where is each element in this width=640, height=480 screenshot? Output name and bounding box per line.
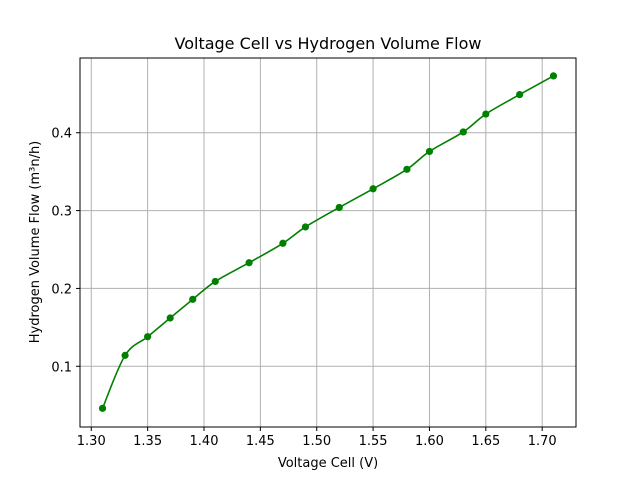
data-point xyxy=(166,314,174,322)
data-point xyxy=(369,185,377,193)
chart-title: Voltage Cell vs Hydrogen Volume Flow xyxy=(175,34,482,53)
data-point xyxy=(279,239,287,247)
data-point xyxy=(482,110,490,118)
x-tick-label: 1.60 xyxy=(415,434,444,449)
data-point xyxy=(301,223,310,231)
data-point xyxy=(516,90,524,99)
x-tick-label: 1.50 xyxy=(302,434,331,449)
x-tick-label: 1.70 xyxy=(528,434,557,449)
x-tick-label: 1.40 xyxy=(190,434,219,449)
data-point xyxy=(425,147,434,156)
data-point xyxy=(211,277,219,286)
data-point xyxy=(549,72,558,80)
x-tick-label: 1.55 xyxy=(359,434,388,449)
data-point xyxy=(189,295,197,303)
grid xyxy=(80,58,576,427)
y-axis-label: Hydrogen Volume Flow (m³n/h) xyxy=(28,141,43,344)
data-point xyxy=(335,203,343,212)
data-point xyxy=(245,259,253,267)
data-point xyxy=(403,165,411,173)
data-point xyxy=(144,333,152,341)
y-axis: 0.1 0.2 0.3 0.4 xyxy=(51,127,80,375)
x-tick-label: 1.65 xyxy=(471,434,500,449)
x-tick-label: 1.35 xyxy=(133,434,162,449)
plot-frame xyxy=(79,57,577,428)
y-tick-label: 0.1 xyxy=(51,360,72,375)
x-axis-label: Voltage Cell (V) xyxy=(278,456,378,471)
y-tick-label: 0.2 xyxy=(51,282,72,297)
data-point xyxy=(459,128,467,136)
x-tick-label: 1.30 xyxy=(77,434,106,449)
data-point xyxy=(98,404,107,412)
x-tick-label: 1.45 xyxy=(246,434,275,449)
y-tick-label: 0.3 xyxy=(51,205,72,220)
series-layer xyxy=(98,72,558,412)
y-tick-label: 0.4 xyxy=(51,127,72,142)
data-point xyxy=(121,351,129,359)
x-axis: 1.30 1.35 1.40 1.45 1.50 1.55 1.60 1.65 1.70 xyxy=(77,427,557,449)
